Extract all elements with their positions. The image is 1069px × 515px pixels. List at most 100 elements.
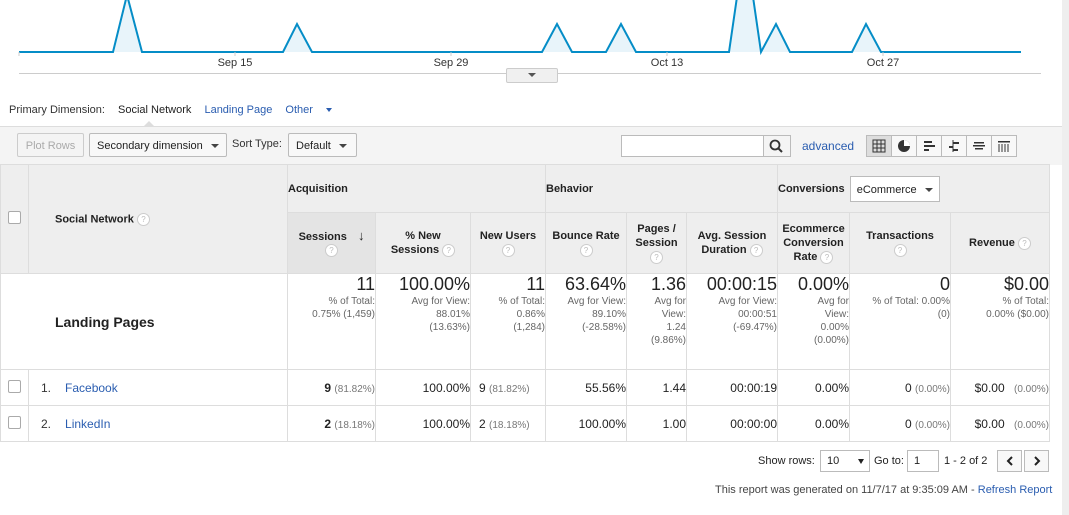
row-checkbox[interactable]: [8, 415, 21, 429]
row-revenue-pct: (0.00%): [1013, 383, 1049, 395]
totals-transactions-sub: % of Total: 0.00%: [872, 296, 950, 307]
help-icon[interactable]: ?: [749, 243, 763, 257]
view-switcher: [866, 135, 1017, 157]
row-select-cell: [0, 369, 29, 406]
totals-revenue-value: $0.00: [1003, 274, 1049, 294]
row-dimension-link[interactable]: Facebook: [65, 380, 118, 395]
sort-down-arrow-icon: ↓: [357, 227, 365, 243]
help-icon[interactable]: ?: [1017, 236, 1031, 250]
help-icon[interactable]: ?: [501, 243, 515, 257]
generated-text: This report was generated on 11/7/17 at …: [715, 484, 975, 496]
totals-revenue-sub: 0.00% ($0.00): [986, 309, 1049, 320]
next-page-button[interactable]: [1024, 450, 1049, 472]
totals-new-users: 11 % of Total: 0.86% (1,284): [470, 273, 546, 370]
row-duration: 00:00:00: [686, 405, 778, 442]
totals-ecom-rate-sub: 0.00%: [820, 322, 849, 333]
totals-label: Landing Pages: [0, 273, 288, 370]
bounce-rate-label: Bounce Rate: [552, 230, 620, 242]
chevron-down-icon: [210, 144, 219, 149]
row-ecom-rate: 0.00%: [777, 369, 850, 406]
ecom-line3: Rate: [793, 251, 818, 263]
sessions-chart: Sep 15 Sep 29 Oct 13 Oct 27: [0, 0, 1062, 100]
duration-line2: Duration: [701, 244, 747, 256]
help-icon[interactable]: ?: [442, 243, 456, 257]
row-dimension-link[interactable]: LinkedIn: [65, 416, 111, 431]
row-duration: 00:00:19: [686, 369, 778, 406]
dimension-social-network[interactable]: Social Network: [118, 104, 192, 116]
help-icon[interactable]: ?: [136, 212, 150, 226]
plot-rows-button[interactable]: Plot Rows: [17, 133, 84, 157]
show-rows-select[interactable]: 10: [820, 450, 870, 472]
prev-page-button[interactable]: [997, 450, 1022, 472]
avg-session-duration-header[interactable]: Avg. Session Duration ?: [686, 212, 778, 274]
comparison-icon: [949, 140, 959, 152]
help-icon[interactable]: ?: [325, 244, 338, 258]
row-revenue-value: $0.00: [974, 380, 1005, 395]
search-button[interactable]: [763, 136, 790, 156]
totals-new-users-sub: % of Total:: [498, 296, 545, 307]
conversions-goal-dropdown[interactable]: eCommerce: [849, 175, 940, 202]
totals-transactions-value: 0: [939, 274, 950, 294]
bar-chart-icon: [924, 141, 935, 151]
pivot-view-button[interactable]: [991, 135, 1017, 157]
row-pages-per-session: 1.00: [626, 405, 687, 442]
revenue-header[interactable]: Revenue ?: [950, 212, 1050, 274]
chart-collapse-toggle[interactable]: [506, 68, 558, 83]
row-sessions-value: 2: [324, 416, 332, 431]
row-sessions: 9 (81.82%): [287, 369, 376, 406]
row-index: 1.: [41, 380, 52, 395]
conversions-label: Conversions: [778, 182, 845, 195]
row-new-users-pct: (81.82%): [489, 383, 530, 395]
help-icon[interactable]: ?: [820, 250, 834, 264]
help-icon[interactable]: ?: [893, 243, 907, 257]
new-sessions-header[interactable]: % New Sessions ?: [375, 212, 471, 274]
performance-view-button[interactable]: [916, 135, 942, 157]
totals-transactions-sub: (0): [937, 309, 950, 320]
row-sessions-value: 9: [324, 380, 332, 395]
totals-pages-sub: 1.24: [666, 322, 686, 333]
dimension-header[interactable]: Social Network ?: [28, 164, 288, 274]
refresh-report-link[interactable]: Refresh Report: [977, 484, 1053, 496]
row-transactions: 0 (0.00%): [849, 405, 951, 442]
help-icon[interactable]: ?: [650, 250, 663, 264]
transactions-header[interactable]: Transactions?: [849, 212, 951, 274]
show-rows-label: Show rows:: [758, 455, 815, 467]
totals-new-users-sub: (1,284): [513, 322, 545, 333]
table-search-input[interactable]: [621, 135, 791, 157]
select-all-checkbox[interactable]: [8, 211, 21, 224]
chevron-down-icon: [528, 73, 536, 77]
totals-duration: 00:00:15 Avg for View: 00:00:51 (-69.47%): [686, 273, 778, 370]
advanced-filter-link[interactable]: advanced: [802, 139, 855, 153]
row-checkbox[interactable]: [8, 379, 21, 393]
totals-sessions-value: 11: [356, 274, 375, 294]
secondary-dimension-dropdown[interactable]: Secondary dimension: [89, 133, 227, 157]
pages-per-session-header[interactable]: Pages / Session?: [626, 212, 687, 274]
term-cloud-view-button[interactable]: [966, 135, 992, 157]
bounce-rate-header[interactable]: Bounce Rate?: [545, 212, 627, 274]
x-axis-label: Sep 15: [217, 57, 253, 69]
row-new-users: 9 (81.82%): [470, 369, 546, 406]
new-users-header[interactable]: New Users?: [470, 212, 546, 274]
row-index: 2.: [41, 416, 52, 431]
table-view-button[interactable]: [866, 135, 892, 157]
dimension-landing-page[interactable]: Landing Page: [204, 104, 273, 116]
sort-type-dropdown[interactable]: Default: [288, 133, 357, 157]
help-icon[interactable]: ?: [579, 243, 593, 257]
row-transactions-pct: (0.00%): [914, 383, 950, 395]
x-axis-label: Oct 27: [866, 57, 900, 69]
totals-sessions-sub: 0.75% (1,459): [312, 309, 375, 320]
row-new-sessions: 100.00%: [375, 369, 471, 406]
dimension-other-label: Other: [285, 104, 313, 116]
dimension-other[interactable]: Other: [285, 104, 342, 116]
totals-bounce-rate-value: 63.64%: [564, 274, 626, 294]
goto-page-input[interactable]: 1: [907, 450, 939, 472]
comparison-view-button[interactable]: [941, 135, 967, 157]
pie-view-button[interactable]: [891, 135, 917, 157]
sessions-header[interactable]: Sessions ↓?: [287, 212, 376, 274]
ecommerce-conversion-rate-header[interactable]: Ecommerce Conversion Rate ?: [777, 212, 850, 274]
sort-type-value: Default: [296, 140, 331, 152]
duration-line1: Avg. Session: [697, 230, 767, 242]
new-users-label: New Users: [479, 230, 537, 242]
totals-duration-value: 00:00:15: [706, 274, 777, 294]
primary-dimension-bar: Primary Dimension: Social Network Landin…: [9, 104, 352, 124]
